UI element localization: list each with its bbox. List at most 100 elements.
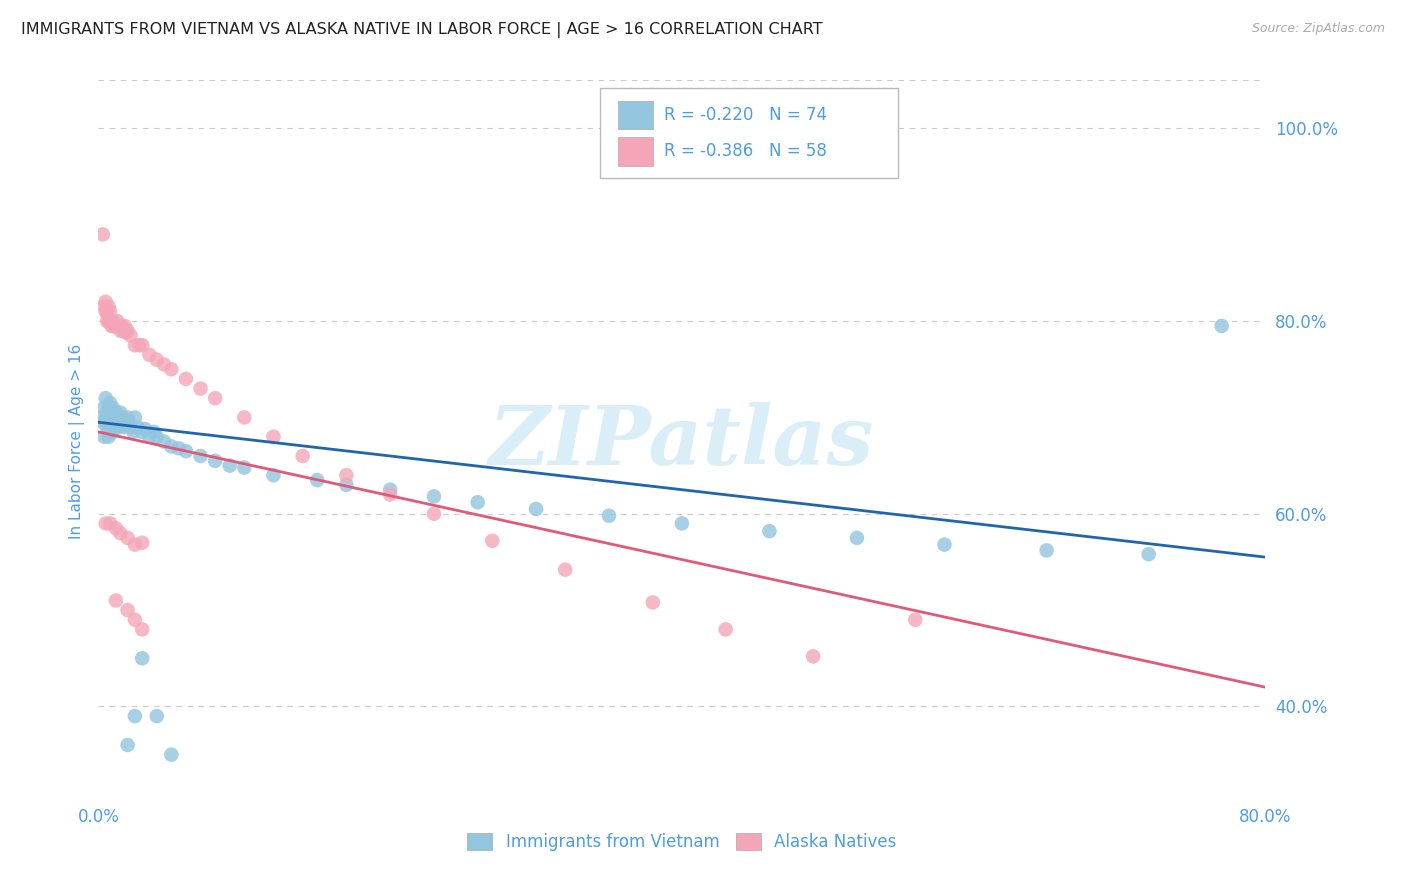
Bar xyxy=(617,101,652,129)
Text: Source: ZipAtlas.com: Source: ZipAtlas.com xyxy=(1251,22,1385,36)
Point xyxy=(128,338,150,352)
Point xyxy=(153,358,176,372)
Point xyxy=(380,487,402,501)
Point xyxy=(96,306,118,320)
Point xyxy=(94,391,117,405)
Point xyxy=(103,410,125,425)
Point xyxy=(204,391,226,405)
Point xyxy=(115,415,138,429)
Point xyxy=(204,454,226,468)
Point xyxy=(233,460,256,475)
Point xyxy=(115,326,138,340)
FancyBboxPatch shape xyxy=(600,87,898,178)
Point xyxy=(98,304,121,318)
Point xyxy=(671,516,693,531)
Point xyxy=(97,300,120,314)
Point xyxy=(160,439,183,453)
Point xyxy=(423,490,446,504)
Point xyxy=(127,420,149,434)
Text: ZIPatlas: ZIPatlas xyxy=(489,401,875,482)
Point xyxy=(98,410,121,425)
Point xyxy=(101,318,124,333)
Point xyxy=(124,410,146,425)
Point xyxy=(100,415,122,429)
Point xyxy=(105,415,128,429)
Point xyxy=(105,314,128,328)
Point xyxy=(108,410,131,425)
Y-axis label: In Labor Force | Age > 16: In Labor Force | Age > 16 xyxy=(69,344,84,539)
Point xyxy=(98,396,121,410)
Point xyxy=(100,314,122,328)
Text: R = -0.220   N = 74: R = -0.220 N = 74 xyxy=(665,106,827,124)
Point xyxy=(101,425,124,439)
Point xyxy=(291,449,314,463)
Point xyxy=(190,382,212,396)
Point xyxy=(124,338,146,352)
Point xyxy=(97,415,120,429)
Point xyxy=(1035,543,1057,558)
Point xyxy=(554,563,576,577)
Point xyxy=(138,348,160,362)
Point xyxy=(101,410,124,425)
Point xyxy=(174,372,197,386)
Point xyxy=(801,649,824,664)
Point xyxy=(93,430,115,444)
Point xyxy=(93,300,115,314)
Point xyxy=(714,623,737,637)
Point xyxy=(174,444,197,458)
Point xyxy=(98,314,121,328)
Point xyxy=(98,516,121,531)
Point xyxy=(1137,547,1160,561)
Point xyxy=(758,524,780,538)
Point xyxy=(100,406,122,420)
Point xyxy=(131,535,153,549)
Point xyxy=(110,526,132,541)
Point xyxy=(262,468,284,483)
Point xyxy=(104,318,127,333)
Point xyxy=(97,401,120,415)
Point xyxy=(142,425,165,439)
Point xyxy=(117,324,139,338)
Point xyxy=(104,406,127,420)
Point xyxy=(117,410,139,425)
Point xyxy=(131,623,153,637)
Point xyxy=(467,495,489,509)
Point xyxy=(101,314,124,328)
Point xyxy=(94,294,117,309)
Point xyxy=(91,415,114,429)
Point xyxy=(423,507,446,521)
Point xyxy=(97,314,120,328)
Point xyxy=(598,508,620,523)
Point xyxy=(112,415,135,429)
Point xyxy=(101,401,124,415)
Legend: Immigrants from Vietnam, Alaska Natives: Immigrants from Vietnam, Alaska Natives xyxy=(458,825,905,860)
Point xyxy=(218,458,240,473)
Point xyxy=(122,425,145,439)
Point xyxy=(114,420,136,434)
Point xyxy=(94,415,117,429)
Point xyxy=(103,318,125,333)
Point xyxy=(146,430,169,444)
Point xyxy=(94,304,117,318)
Point xyxy=(233,410,256,425)
Point xyxy=(641,595,664,609)
Point xyxy=(110,324,132,338)
Point xyxy=(524,502,547,516)
Point xyxy=(481,533,503,548)
Point xyxy=(100,318,122,333)
Point xyxy=(146,352,169,367)
Point xyxy=(131,651,153,665)
Point xyxy=(117,415,139,429)
Point xyxy=(1211,318,1233,333)
Point xyxy=(103,415,125,429)
Point xyxy=(160,747,183,762)
Text: IMMIGRANTS FROM VIETNAM VS ALASKA NATIVE IN LABOR FORCE | AGE > 16 CORRELATION C: IMMIGRANTS FROM VIETNAM VS ALASKA NATIVE… xyxy=(21,22,823,38)
Point xyxy=(846,531,869,545)
Point xyxy=(105,410,128,425)
Point xyxy=(104,521,127,535)
Point xyxy=(117,603,139,617)
Point xyxy=(153,434,176,449)
Point xyxy=(110,420,132,434)
Point xyxy=(131,338,153,352)
Point xyxy=(117,738,139,752)
